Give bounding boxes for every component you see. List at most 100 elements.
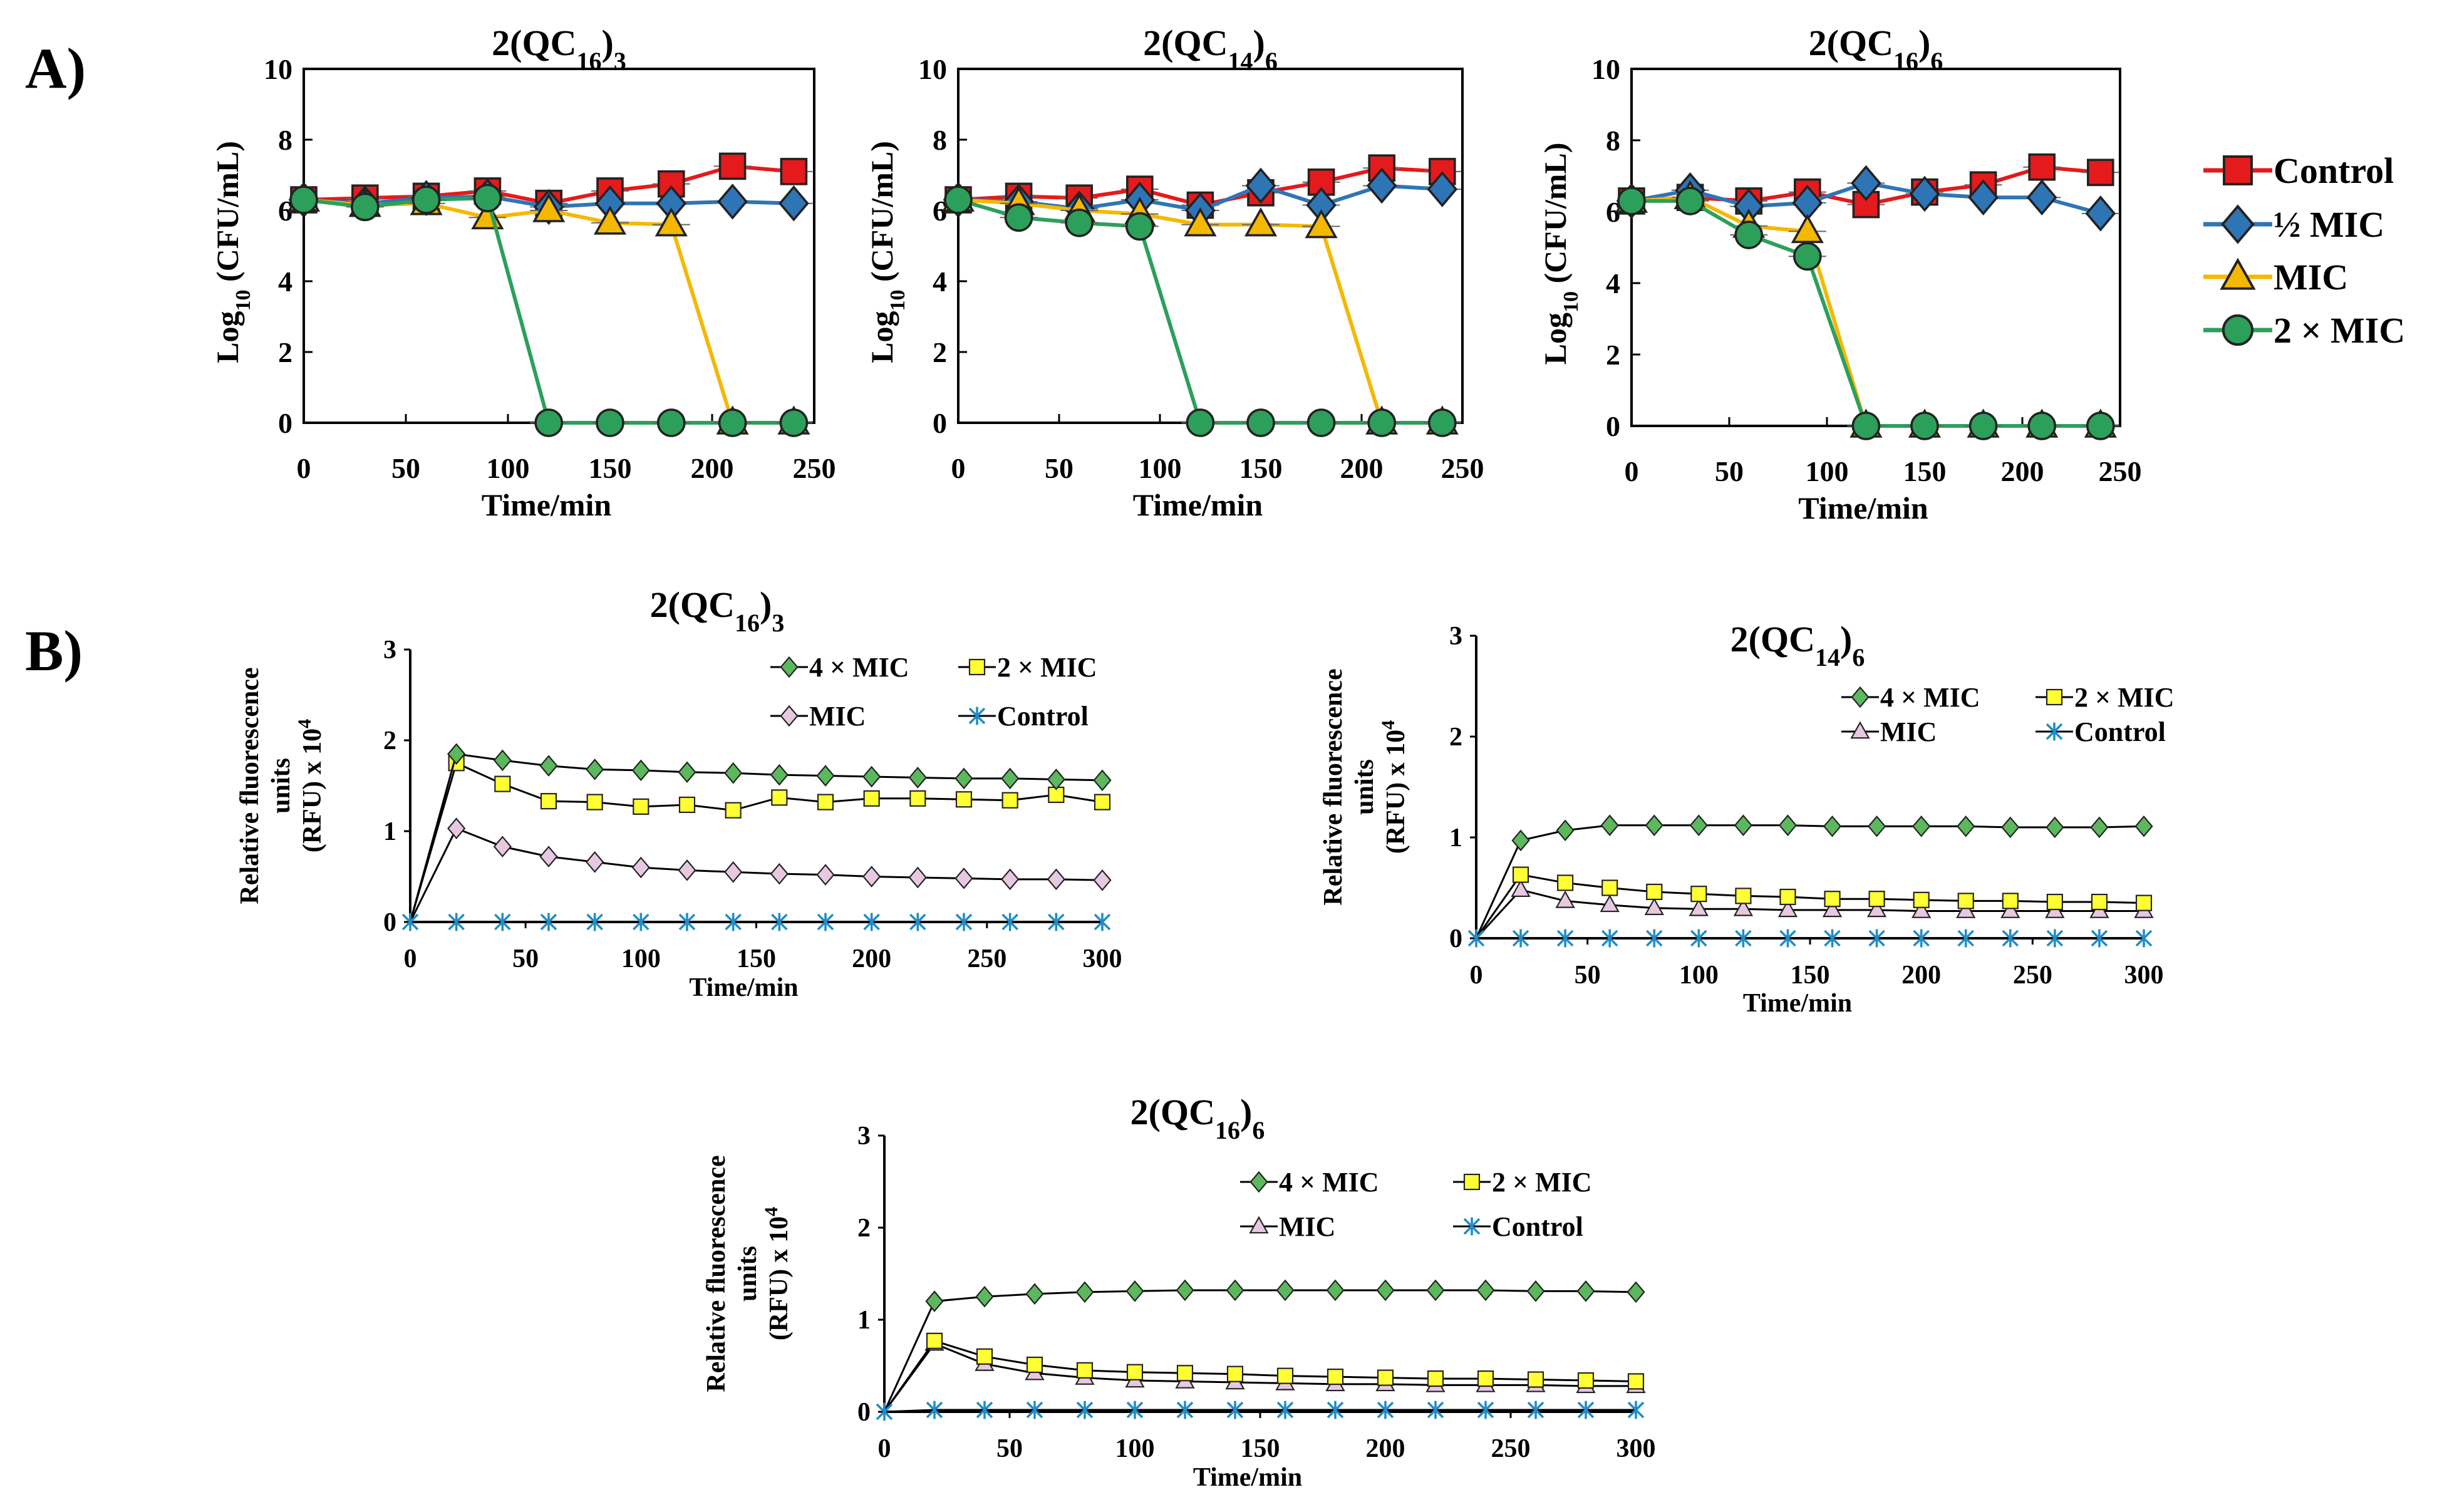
data-point (493, 749, 512, 772)
data-point (717, 184, 748, 220)
data-point (2027, 412, 2056, 440)
x-tick-label: 200 (852, 945, 891, 973)
data-point (1094, 913, 1111, 931)
x-tick-label: 150 (737, 945, 776, 973)
y-tick-label: 8 (278, 124, 292, 156)
data-point-origin (401, 913, 419, 931)
data-point (539, 846, 558, 867)
data-point (2135, 894, 2153, 911)
data-point (780, 158, 808, 185)
data-point (724, 762, 743, 784)
data-point (1377, 1369, 1394, 1386)
x-tick-label: 250 (1491, 1434, 1531, 1463)
data-point (926, 1401, 943, 1419)
data-point (1176, 1401, 1194, 1419)
data-point (1076, 1401, 1094, 1419)
series-control_b (1476, 929, 2153, 948)
legend-marker-four_mic (1851, 686, 1870, 708)
legend-marker-two_mic_b (968, 658, 986, 676)
data-point (1675, 187, 1705, 215)
x-tick-label: 0 (1470, 961, 1483, 990)
data-point (1627, 1373, 1645, 1390)
x-axis-label: Time/min (1193, 1463, 1302, 1492)
y-axis-label-line2: units (733, 1246, 762, 1302)
data-point (1305, 209, 1338, 239)
y-tick-label: 10 (918, 53, 947, 85)
x-tick-label: 300 (2124, 961, 2164, 990)
data-point (2086, 412, 2115, 440)
x-tick-label: 50 (996, 1434, 1023, 1463)
x-tick-label: 50 (1715, 455, 1744, 487)
y-axis-label-line2: units (267, 758, 296, 814)
legend-label-control: Control (2274, 150, 2394, 191)
data-point (448, 913, 465, 931)
y-axis-label: Log10 (CFU/mL) (210, 141, 255, 363)
data-point (862, 765, 881, 788)
y-tick-label: 8 (1606, 125, 1620, 157)
data-point (779, 408, 809, 437)
data-point (1689, 898, 1709, 916)
y-axis-label-line2: units (1350, 759, 1379, 815)
y-axis-label: Log10 (CFU/mL) (1538, 143, 1583, 365)
y-tick-label: 0 (1449, 924, 1462, 953)
data-point (2046, 893, 2063, 911)
x-tick-label: 250 (793, 452, 836, 484)
data-point (1867, 816, 1886, 837)
data-point (955, 791, 973, 808)
y-tick-label: 2 (1449, 723, 1462, 752)
y-tick-label: 1 (383, 817, 396, 846)
data-point (926, 1332, 943, 1349)
x-tick-label: 50 (1575, 961, 1601, 990)
data-point (1511, 879, 1531, 898)
data-point (633, 913, 649, 931)
y-tick-label: 1 (1449, 824, 1462, 852)
data-point (1047, 868, 1065, 891)
data-point (586, 913, 603, 931)
data-point (816, 864, 835, 886)
data-point (2026, 179, 2057, 215)
series-two_mic_b (883, 1332, 1645, 1412)
x-tick-label: 150 (1791, 961, 1830, 990)
series-line (409, 762, 1103, 923)
data-point (1001, 767, 1020, 790)
panel-label-b: B) (25, 619, 83, 683)
data-point (1276, 1279, 1295, 1302)
series-line (409, 753, 1103, 923)
data-point (1778, 814, 1798, 836)
data-point (1428, 408, 1457, 437)
data-point (350, 192, 380, 222)
y-tick-label: 0 (278, 407, 292, 439)
data-point (1734, 814, 1753, 836)
data-point (1026, 1356, 1043, 1374)
series-four_mic (883, 1279, 1645, 1412)
data-point (1176, 1365, 1194, 1382)
data-point (817, 794, 834, 810)
data-point (1477, 1370, 1494, 1387)
data-point (909, 913, 926, 931)
data-point (908, 767, 927, 789)
series-line (303, 198, 794, 425)
y-axis-label-line3: (RFU) x 104 (294, 719, 328, 852)
y-tick-label: 2 (383, 727, 396, 755)
x-axis-label: Time/min (1798, 490, 1928, 526)
y-tick-label: 0 (857, 1398, 871, 1427)
data-point (2090, 816, 2109, 839)
data-point (1645, 929, 1663, 948)
data-point (1968, 412, 1998, 440)
data-point (1957, 929, 1975, 948)
data-point (1367, 408, 1396, 437)
data-point (1910, 412, 1939, 440)
data-point (1226, 1401, 1244, 1419)
data-point (1246, 408, 1275, 437)
series-four_mic (409, 743, 1112, 923)
data-point (473, 184, 502, 213)
data-point (631, 759, 650, 782)
data-point (1779, 929, 1796, 948)
data-point (862, 866, 881, 888)
data-point (1968, 179, 1999, 215)
data-point (493, 836, 512, 857)
x-tick-label: 150 (1239, 452, 1283, 484)
series-mic_b (409, 817, 1112, 923)
y-tick-label: 2 (857, 1214, 871, 1243)
